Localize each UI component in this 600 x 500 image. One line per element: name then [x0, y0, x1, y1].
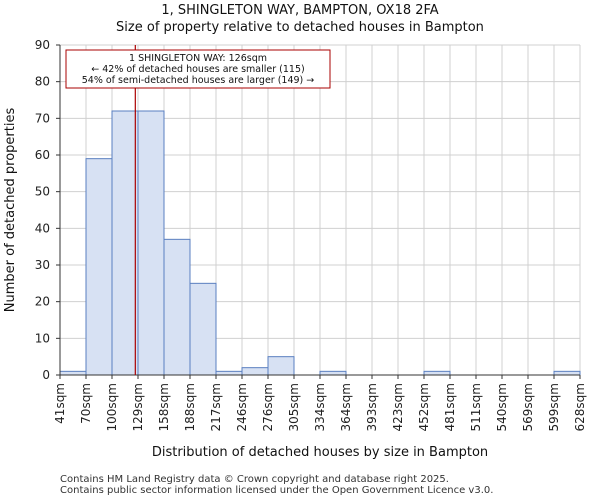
histogram-bar: [189, 282, 217, 376]
annotation-box: [65, 49, 331, 89]
x-tick-label: 100sqm: [105, 383, 119, 431]
x-tick-label: 188sqm: [183, 383, 197, 431]
y-tick-label: 30: [35, 258, 50, 272]
x-tick-label: 599sqm: [547, 383, 561, 431]
histogram-bar: [85, 158, 113, 376]
x-tick-label: 628sqm: [573, 383, 587, 431]
footer-licence-line: Contains public sector information licen…: [60, 485, 494, 496]
x-tick-label: 217sqm: [209, 383, 223, 431]
y-tick-label: 20: [35, 295, 50, 309]
y-tick-label: 50: [35, 185, 50, 199]
y-tick-label: 90: [35, 38, 50, 52]
x-tick-label: 70sqm: [79, 383, 93, 424]
y-tick-label: 10: [35, 331, 50, 345]
x-tick-label: 246sqm: [235, 383, 249, 431]
annotation-text: 1 SHINGLETON WAY: 126sqm: [129, 53, 267, 64]
histogram-bar: [241, 367, 269, 376]
histogram-bar: [59, 370, 87, 376]
histogram-bar: [319, 370, 347, 376]
annotation-text: ← 42% of detached houses are smaller (11…: [91, 64, 304, 75]
y-tick-label: 0: [42, 368, 50, 382]
histogram-bar: [423, 370, 451, 376]
x-tick-label: 276sqm: [261, 383, 275, 431]
x-tick-label: 393sqm: [365, 383, 379, 431]
x-tick-label: 569sqm: [521, 383, 535, 431]
x-tick-label: 481sqm: [443, 383, 457, 431]
annotation-text: 54% of semi-detached houses are larger (…: [82, 75, 315, 86]
y-tick-label: 40: [35, 221, 50, 235]
y-tick-label: 80: [35, 75, 50, 89]
x-tick-label: 158sqm: [157, 383, 171, 431]
x-tick-label: 511sqm: [469, 383, 483, 431]
x-tick-label: 423sqm: [391, 383, 405, 431]
x-axis-label: Distribution of detached houses by size …: [152, 445, 488, 460]
x-tick-label: 540sqm: [495, 383, 509, 431]
footer-copyright-line: Contains HM Land Registry data © Crown c…: [60, 474, 449, 485]
x-tick-label: 452sqm: [417, 383, 431, 431]
x-tick-label: 41sqm: [53, 383, 67, 424]
x-tick-label: 364sqm: [339, 383, 353, 431]
x-tick-label: 334sqm: [313, 383, 327, 431]
chart-title: 1, SHINGLETON WAY, BAMPTON, OX18 2FA: [161, 3, 438, 18]
histogram-bar: [553, 370, 581, 376]
histogram-chart: 0 10 20 30 40 50 60 70 80 90 41sqm 70sqm 100sqm 129sq…: [3, 3, 587, 460]
histogram-bar: [267, 356, 295, 376]
chart-subtitle: Size of property relative to detached ho…: [116, 20, 484, 35]
x-tick-label: 305sqm: [287, 383, 301, 431]
histogram-bar: [163, 238, 191, 376]
y-tick-label: 70: [35, 111, 50, 125]
histogram-bar: [215, 370, 243, 376]
x-tick-label: 129sqm: [131, 383, 145, 431]
y-tick-label: 60: [35, 148, 50, 162]
histogram-bar: [137, 110, 165, 376]
histogram-bar: [111, 110, 139, 376]
y-axis-label: Number of detached properties: [3, 108, 18, 313]
